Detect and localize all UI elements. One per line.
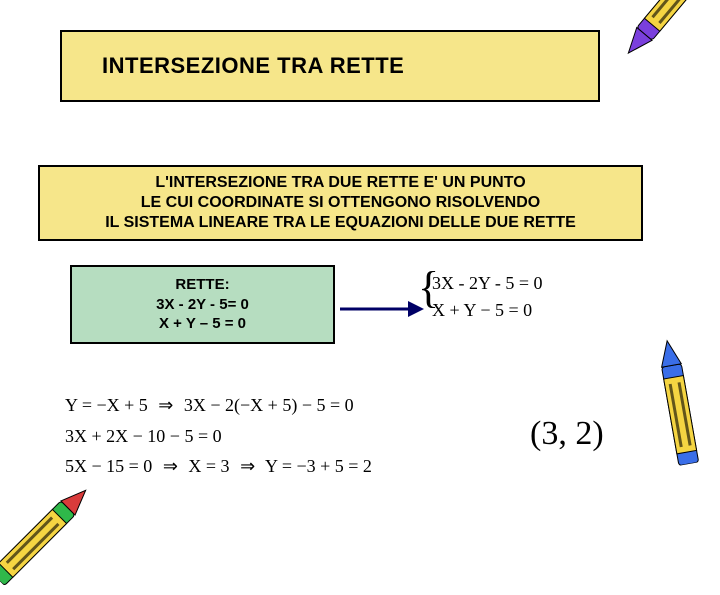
workings-line2: 3X + 2X − 10 − 5 = 0 [65, 421, 372, 452]
workings-line1: Y = −X + 5 ⇒ 3X − 2(−X + 5) − 5 = 0 [65, 390, 372, 421]
rette-text: RETTE: 3X - 2Y - 5= 0 X + Y – 5 = 0 [80, 275, 325, 334]
w-l1b: 3X − 2(−X + 5) − 5 = 0 [184, 395, 354, 415]
system-eq1: 3X - 2Y - 5 = 0 [432, 270, 542, 297]
w-l1a: Y = −X + 5 [65, 395, 148, 415]
description-box: L'INTERSEZIONE TRA DUE RETTE E' UN PUNTO… [38, 165, 643, 241]
crayon-purple-icon [608, 0, 720, 68]
desc-line3: IL SISTEMA LINEARE TRA LE EQUAZIONI DELL… [105, 214, 576, 231]
description-text: L'INTERSEZIONE TRA DUE RETTE E' UN PUNTO… [48, 173, 633, 233]
implies-icon: ⇒ [240, 456, 255, 476]
implies-icon: ⇒ [163, 456, 178, 476]
w-l3a: 5X − 15 = 0 [65, 456, 152, 476]
system-equations: { 3X - 2Y - 5 = 0 X + Y − 5 = 0 [432, 270, 542, 324]
desc-line2: LE CUI COORDINATE SI OTTENGONO RISOLVEND… [141, 194, 540, 211]
rette-heading: RETTE: [175, 276, 229, 293]
title-box: INTERSEZIONE TRA RETTE [60, 30, 600, 102]
desc-line1: L'INTERSEZIONE TRA DUE RETTE E' UN PUNTO [155, 174, 525, 191]
workings-line3: 5X − 15 = 0 ⇒ X = 3 ⇒ Y = −3 + 5 = 2 [65, 451, 372, 482]
system-eq2: X + Y − 5 = 0 [432, 297, 542, 324]
arrow-icon [338, 298, 426, 325]
title-text: INTERSEZIONE TRA RETTE [102, 53, 404, 79]
w-l3b: X = 3 [188, 456, 229, 476]
rette-box: RETTE: 3X - 2Y - 5= 0 X + Y – 5 = 0 [70, 265, 335, 344]
crayon-green-icon [0, 474, 105, 595]
w-l3c: Y = −3 + 5 = 2 [265, 456, 372, 476]
brace-icon: { [418, 266, 439, 310]
rette-eq1: 3X - 2Y - 5= 0 [156, 296, 249, 313]
workings-block: Y = −X + 5 ⇒ 3X − 2(−X + 5) − 5 = 0 3X +… [65, 390, 372, 482]
crayon-blue-icon [649, 332, 712, 467]
answer-point: (3, 2) [530, 415, 604, 453]
implies-icon: ⇒ [158, 395, 173, 415]
rette-eq2: X + Y – 5 = 0 [159, 315, 246, 332]
